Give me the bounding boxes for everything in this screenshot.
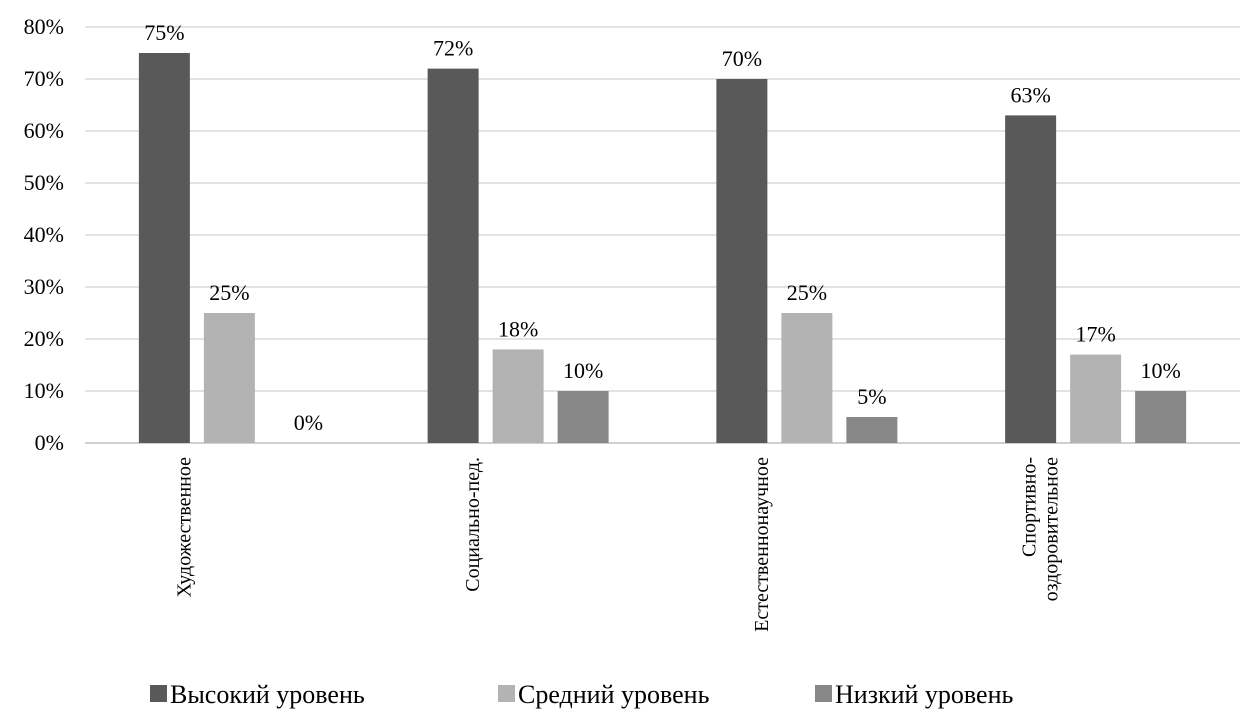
category-label: Социально-пед. [462, 457, 484, 592]
bars [138, 53, 1187, 444]
data-label: 17% [1075, 322, 1115, 347]
bar [1070, 354, 1122, 443]
legend-label: Низкий уровень [835, 680, 1013, 709]
data-label: 5% [857, 384, 886, 409]
bar [557, 391, 609, 443]
category-label: Художественное [173, 457, 195, 598]
bar [427, 68, 479, 443]
bar [716, 79, 768, 443]
y-tick-label: 30% [24, 274, 64, 299]
data-label: 70% [722, 46, 762, 71]
y-tick-label: 0% [35, 430, 64, 455]
data-label: 72% [433, 36, 473, 61]
y-tick-label: 60% [24, 118, 64, 143]
gridlines [85, 26, 1240, 444]
bar [138, 53, 190, 443]
legend-label: Средний уровень [518, 680, 710, 709]
bar [846, 417, 898, 443]
data-label: 63% [1010, 82, 1050, 107]
category-label-line: Спортивно- [1019, 457, 1041, 557]
category-label-line: Естественнонаучное [751, 457, 773, 632]
legend: Высокий уровень Средний уровень Низкий уро… [150, 680, 1013, 709]
data-label: 25% [209, 280, 249, 305]
y-axis-tick-labels: 0% 10% 20% 30% 40% 50% 60% 70% 80% [24, 14, 64, 455]
y-tick-label: 70% [24, 66, 64, 91]
legend-label: Высокий уровень [170, 680, 365, 709]
category-label-line: Художественное [173, 457, 195, 598]
y-tick-label: 20% [24, 326, 64, 351]
data-label: 0% [294, 410, 323, 435]
bar [781, 313, 833, 443]
y-tick-label: 50% [24, 170, 64, 195]
y-tick-label: 80% [24, 14, 64, 39]
bar [1005, 115, 1057, 444]
category-label-line: оздоровительное [1041, 457, 1063, 602]
legend-swatch [498, 685, 515, 702]
category-labels: Художественное Социально-пед. Естественнон… [173, 457, 1062, 632]
data-labels: 75% 25% 0% 72% 18% 10% 70% 25% 5% 63% 17% 10% [144, 20, 1181, 435]
legend-swatch [150, 685, 167, 702]
bar [203, 313, 255, 443]
bar [492, 349, 544, 443]
category-label: Естественнонаучное [751, 457, 773, 632]
category-label-line: Социально-пед. [462, 457, 484, 592]
y-tick-label: 10% [24, 378, 64, 403]
data-label: 10% [563, 358, 603, 383]
data-label: 10% [1140, 358, 1180, 383]
legend-swatch [815, 685, 832, 702]
data-label: 25% [787, 280, 827, 305]
data-label: 75% [144, 20, 184, 45]
data-label: 18% [498, 316, 538, 341]
y-tick-label: 40% [24, 222, 64, 247]
category-label: Спортивно-оздоровительное [1019, 457, 1063, 602]
bar [1135, 391, 1187, 443]
